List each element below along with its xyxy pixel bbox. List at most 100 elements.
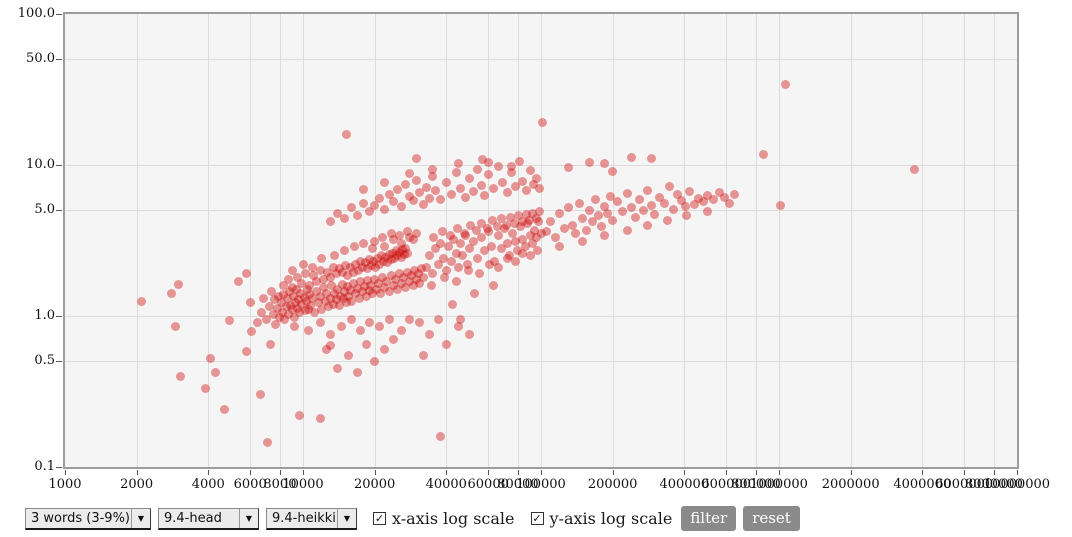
data-point (393, 251, 403, 261)
x-tick-label: 10000 (282, 477, 324, 492)
data-point (386, 255, 396, 265)
data-point (453, 322, 463, 332)
data-point (404, 314, 414, 324)
data-point (530, 225, 540, 235)
data-point (308, 271, 318, 281)
data-point (401, 243, 411, 253)
data-point (421, 262, 431, 272)
data-point (483, 170, 493, 180)
data-point (233, 276, 243, 286)
data-point (359, 281, 369, 291)
data-point (456, 239, 466, 249)
data-point (268, 310, 278, 320)
y-gridline (65, 361, 1017, 363)
data-point (642, 185, 652, 195)
data-point (506, 162, 516, 172)
data-point (436, 239, 446, 249)
data-point (531, 214, 541, 224)
data-point (472, 254, 482, 264)
data-point (476, 233, 486, 243)
data-point (350, 241, 360, 251)
data-point (537, 118, 547, 128)
data-point (290, 298, 300, 308)
data-point (356, 277, 366, 287)
data-point (555, 208, 565, 218)
data-point (358, 287, 368, 297)
x-tick-label: 10000000 (983, 477, 1051, 492)
data-point (673, 189, 683, 199)
data-point (464, 330, 474, 340)
data-point (321, 344, 331, 354)
data-point (363, 275, 373, 285)
x-gridline (446, 14, 448, 467)
y-tick-mark (56, 316, 62, 317)
data-point (296, 278, 306, 288)
data-point (719, 192, 729, 202)
data-point (417, 264, 427, 274)
data-point (436, 431, 446, 441)
data-point (412, 154, 422, 164)
data-point (340, 261, 350, 271)
data-point (436, 195, 446, 205)
data-point (403, 227, 413, 237)
x-tick-mark (279, 470, 281, 475)
data-point (283, 274, 293, 284)
data-point (211, 368, 221, 378)
data-point (267, 287, 277, 297)
x-tick-mark (612, 470, 614, 475)
data-point (631, 212, 641, 222)
y-log-checkbox-label: y-axis log scale (549, 509, 673, 528)
data-point (393, 284, 403, 294)
data-point (287, 266, 297, 276)
filter-button[interactable]: filter (681, 506, 737, 531)
word-count-select[interactable]: 3 words (3-9%) ▼ (25, 507, 151, 530)
data-point (600, 231, 610, 241)
data-point (483, 157, 493, 167)
y-log-checkbox[interactable]: ✓ (530, 512, 544, 525)
data-point (401, 282, 411, 292)
data-point (626, 153, 636, 163)
data-point (370, 356, 380, 366)
y-tick-mark (56, 14, 62, 15)
data-point (480, 246, 490, 256)
data-point (350, 289, 360, 299)
series-b-select[interactable]: 9.4-heikki ▼ (266, 507, 357, 530)
data-point (353, 266, 363, 276)
data-point (639, 205, 649, 215)
data-point (403, 267, 413, 277)
x-tick-mark (964, 470, 966, 475)
data-point (613, 197, 623, 207)
data-point (359, 198, 369, 208)
data-point (284, 310, 294, 320)
data-point (293, 304, 303, 314)
data-point (408, 196, 418, 206)
series-a-select[interactable]: 9.4-head ▼ (158, 507, 259, 530)
data-point (337, 267, 347, 277)
data-point (424, 251, 434, 261)
data-point (608, 215, 618, 225)
data-point (427, 165, 437, 175)
data-point (329, 262, 339, 272)
data-point (600, 159, 610, 169)
data-point (272, 304, 282, 314)
data-point (370, 237, 380, 247)
x-log-checkbox[interactable]: ✓ (373, 512, 386, 525)
data-point (662, 215, 672, 225)
data-point (295, 307, 305, 317)
data-point (515, 222, 525, 232)
data-point (282, 294, 292, 304)
x-tick-label: 8000000 (964, 477, 1023, 492)
data-point (337, 279, 347, 289)
data-point (395, 231, 405, 241)
data-point (356, 256, 366, 266)
data-point (622, 188, 632, 198)
data-point (550, 233, 560, 243)
reset-button[interactable]: reset (743, 506, 800, 531)
data-point (453, 262, 463, 272)
data-point (714, 187, 724, 197)
data-point (375, 322, 385, 332)
data-point (646, 154, 656, 164)
data-point (296, 289, 306, 299)
data-point (319, 282, 329, 292)
data-point (659, 198, 669, 208)
